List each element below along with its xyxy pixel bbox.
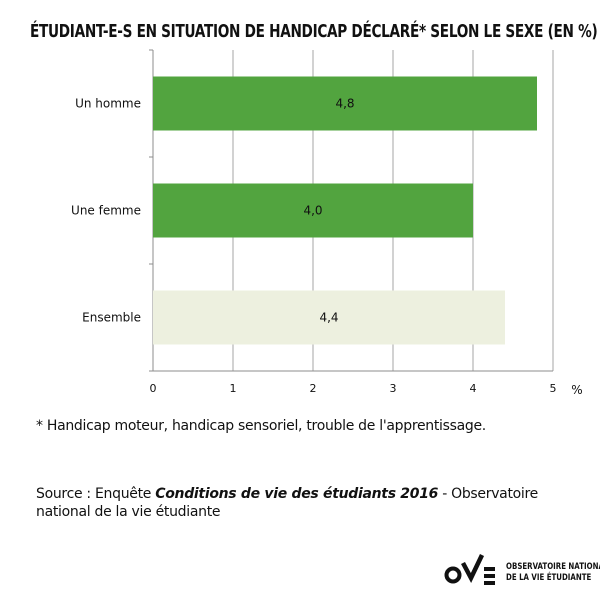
category-label-1: Une femme (71, 204, 141, 218)
data-label-2: 4,4 (319, 311, 338, 325)
logo-line-1: OBSERVATOIRE NATIONAL (506, 562, 600, 572)
x-unit-label: % (571, 383, 582, 397)
x-tick-label-0: 0 (150, 382, 157, 395)
bar-1 (153, 183, 473, 238)
category-label-0: Un homme (75, 97, 141, 111)
logo-wordmark: OBSERVATOIRE NATIONAL DE LA VIE ÉTUDIANT… (506, 562, 600, 584)
x-tick-label-3: 3 (390, 382, 397, 395)
x-tick-label-1: 1 (230, 382, 237, 395)
category-label-2: Ensemble (82, 311, 141, 325)
bar-chart: 4,8 Un homme 4,0 Une femme 4,4 Ensemble 0 1 2 3 4 5… (71, 49, 583, 397)
footnote: * Handicap moteur, handicap sensoriel, t… (36, 418, 486, 434)
x-tick-label-4: 4 (470, 382, 477, 395)
data-label-1: 4,0 (303, 204, 322, 218)
source-prefix: Source : Enquête (36, 486, 156, 502)
x-tick-label-2: 2 (310, 382, 317, 395)
source-survey-title: Conditions de vie des étudiants 2016 (155, 486, 439, 502)
source-suffix: - Observatoire national de la vie étudia… (36, 486, 538, 520)
logo-line-2: DE LA VIE ÉTUDIANTE (506, 573, 592, 583)
x-tick-label-5: 5 (550, 382, 557, 395)
data-label-0: 4,8 (335, 97, 354, 111)
ove-logo-icon (444, 554, 495, 585)
bar-0 (153, 76, 537, 131)
bar-2 (153, 290, 505, 345)
source-note: Source : Enquête Conditions de vie des é… (36, 485, 576, 521)
